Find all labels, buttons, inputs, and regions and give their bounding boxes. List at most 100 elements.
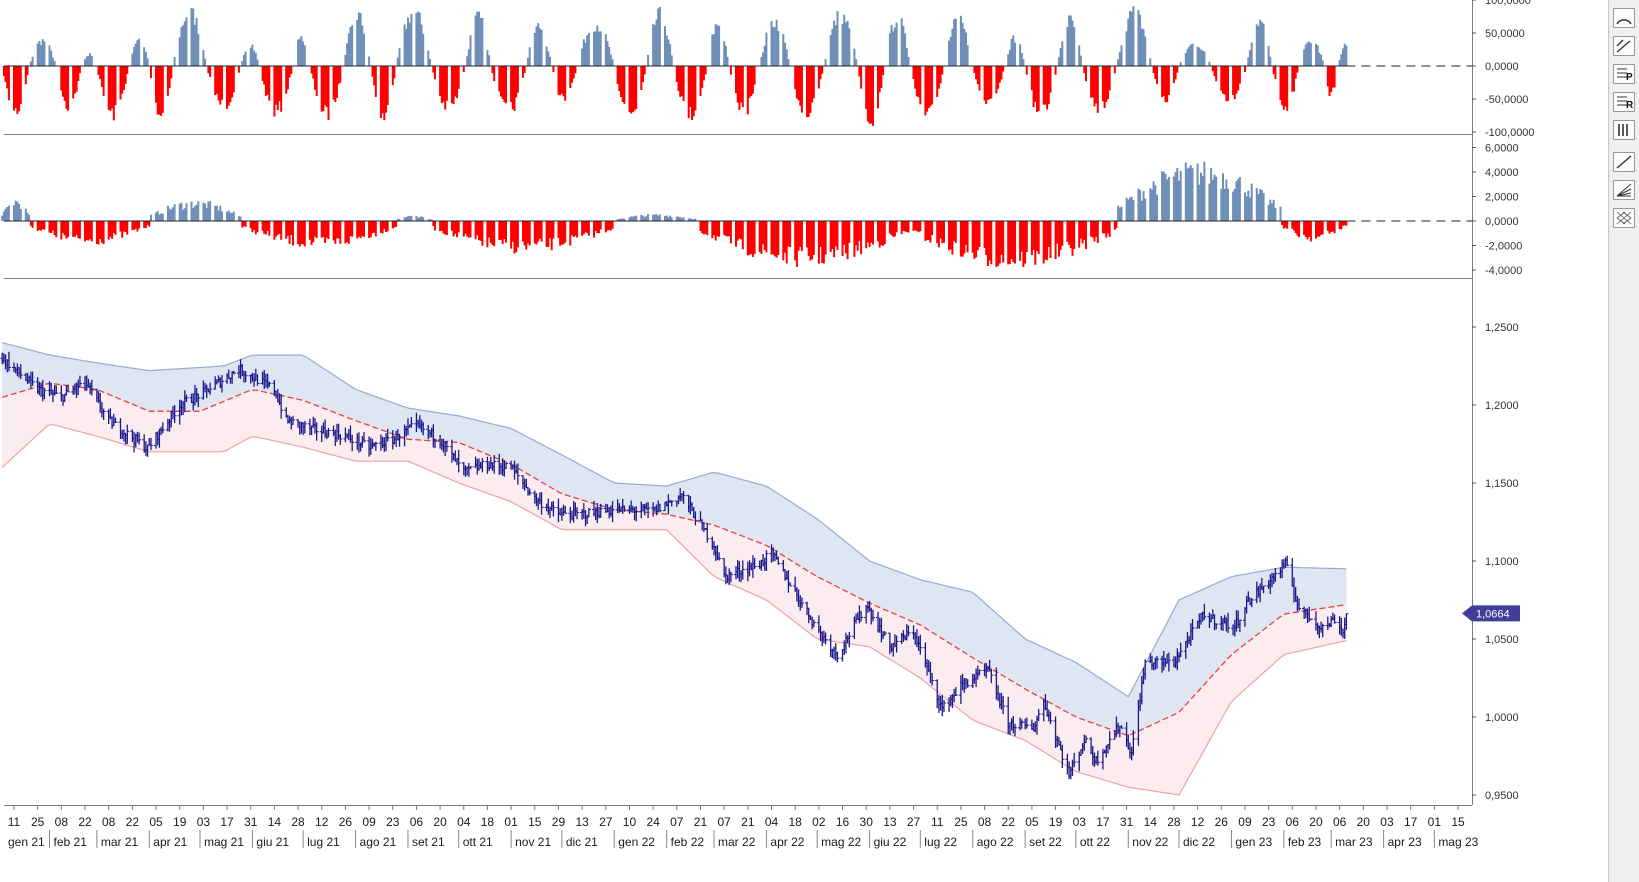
histogram-top-bar bbox=[753, 66, 756, 85]
histogram-middle-axis-tick-label: -2,0000 bbox=[1485, 241, 1522, 253]
histogram-top-bar bbox=[160, 66, 163, 116]
price-panel bbox=[0, 342, 1349, 796]
histogram-middle-bar bbox=[1262, 193, 1265, 221]
price-bar bbox=[160, 422, 165, 434]
histogram-top-bar bbox=[966, 45, 969, 66]
histogram-middle-bar bbox=[990, 221, 993, 265]
bars-icon[interactable] bbox=[1613, 120, 1635, 140]
histogram-middle-bar bbox=[85, 221, 88, 240]
histogram-middle-bar bbox=[77, 221, 80, 238]
month-label: ago 21 bbox=[360, 835, 397, 849]
histogram-middle-bar bbox=[138, 221, 141, 229]
histogram-top-bar bbox=[931, 66, 934, 105]
histogram-top-bar bbox=[914, 66, 917, 89]
day-label: 14 bbox=[268, 815, 282, 829]
histogram-middle-bar bbox=[314, 221, 316, 237]
histogram-top-bar bbox=[1232, 66, 1235, 95]
histogram-middle-bar bbox=[476, 221, 479, 236]
histogram-middle-bar bbox=[576, 221, 579, 238]
histogram-top-bar bbox=[866, 66, 869, 122]
histogram-top-bar bbox=[1096, 66, 1099, 113]
price-bar bbox=[42, 387, 47, 400]
histogram-middle-bar bbox=[374, 221, 377, 237]
histogram-top-bar bbox=[1338, 60, 1341, 66]
price-bar bbox=[208, 382, 213, 395]
histogram-top-bar bbox=[249, 47, 252, 66]
histogram-top-bar bbox=[1059, 48, 1062, 66]
histogram-top-bar bbox=[264, 66, 267, 96]
histogram-top-bar bbox=[192, 8, 195, 67]
histogram-middle-bar bbox=[655, 214, 658, 221]
histogram-top-bar bbox=[819, 66, 822, 80]
histogram-top-bar bbox=[1272, 66, 1275, 75]
histogram-middle-bar bbox=[537, 221, 540, 242]
histogram-middle-bar bbox=[303, 221, 306, 247]
draw-tool-icon[interactable] bbox=[1613, 36, 1635, 56]
histogram-middle-bar bbox=[1073, 221, 1076, 250]
histogram-top-bar bbox=[616, 66, 619, 84]
histogram-middle-bar bbox=[90, 221, 93, 242]
month-label: lug 21 bbox=[307, 835, 340, 849]
histogram-top-bar bbox=[770, 20, 773, 66]
histogram-middle-bar bbox=[24, 208, 27, 221]
histogram-middle-bar bbox=[1342, 221, 1344, 226]
grid-pattern-icon[interactable] bbox=[1613, 208, 1635, 228]
histogram-middle-bar bbox=[479, 221, 482, 241]
histogram-top-bar bbox=[1235, 66, 1238, 94]
histogram-top-bar bbox=[1044, 66, 1047, 105]
histogram-top-bar bbox=[393, 66, 396, 79]
histogram-top-bar bbox=[640, 66, 643, 90]
histogram-top-bar bbox=[878, 66, 881, 93]
panel-p-icon[interactable]: P bbox=[1613, 64, 1635, 84]
histogram-top-bar bbox=[1223, 66, 1226, 95]
histogram-top-bar bbox=[146, 58, 149, 66]
histogram-top-bar bbox=[784, 42, 786, 66]
histogram-top-bar bbox=[829, 35, 832, 66]
histogram-top-bar bbox=[1164, 66, 1167, 103]
histogram-middle-bar bbox=[1010, 221, 1013, 260]
line-tool-icon[interactable] bbox=[1613, 152, 1635, 172]
day-label: 25 bbox=[954, 815, 968, 829]
month-label: dic 22 bbox=[1183, 835, 1215, 849]
histogram-middle-bar bbox=[1257, 193, 1260, 221]
histogram-top-bar bbox=[156, 66, 159, 115]
histogram-top-bar bbox=[43, 41, 46, 66]
histogram-top-bar bbox=[1345, 45, 1348, 66]
histogram-top-bar bbox=[647, 54, 650, 66]
histogram-middle-bar bbox=[439, 221, 442, 232]
fan-tool-icon[interactable] bbox=[1613, 180, 1635, 200]
histogram-top-bar bbox=[7, 66, 10, 101]
histogram-middle-bar bbox=[1176, 167, 1179, 221]
histogram-top-bar bbox=[111, 66, 114, 109]
day-label: 10 bbox=[623, 815, 637, 829]
month-label: mar 22 bbox=[718, 835, 756, 849]
histogram-middle-bar bbox=[711, 221, 714, 239]
histogram-middle-bar bbox=[450, 221, 453, 231]
histogram-middle-bar bbox=[173, 204, 176, 221]
histogram-top-bar bbox=[941, 66, 944, 75]
histogram-middle-bar bbox=[1034, 221, 1037, 265]
histogram-middle-bar bbox=[687, 218, 690, 221]
histogram-top-bar bbox=[926, 66, 929, 112]
day-label: 20 bbox=[433, 815, 447, 829]
histogram-top-bar bbox=[1281, 66, 1284, 106]
histogram-top-bar bbox=[740, 66, 743, 103]
histogram-middle-bar bbox=[1024, 221, 1027, 264]
histogram-top-bar bbox=[195, 18, 198, 66]
panel-r-icon[interactable]: R bbox=[1613, 92, 1635, 112]
histogram-top-bar bbox=[324, 66, 327, 106]
histogram-middle-bar bbox=[1189, 165, 1192, 221]
histogram-top-bar bbox=[13, 66, 15, 111]
histogram-top-bar bbox=[1008, 49, 1011, 66]
histogram-middle-bar bbox=[65, 221, 68, 239]
histogram-middle-bar bbox=[325, 221, 328, 238]
arc-tool-icon[interactable] bbox=[1613, 8, 1635, 28]
histogram-middle-bar bbox=[1012, 221, 1015, 263]
histogram-middle-bar bbox=[1025, 221, 1028, 252]
histogram-middle-bar bbox=[986, 221, 989, 266]
histogram-middle-bar bbox=[1281, 221, 1284, 225]
histogram-top-bar bbox=[19, 66, 22, 104]
histogram-middle-bar bbox=[405, 217, 408, 221]
histogram-middle-bar bbox=[420, 216, 423, 221]
